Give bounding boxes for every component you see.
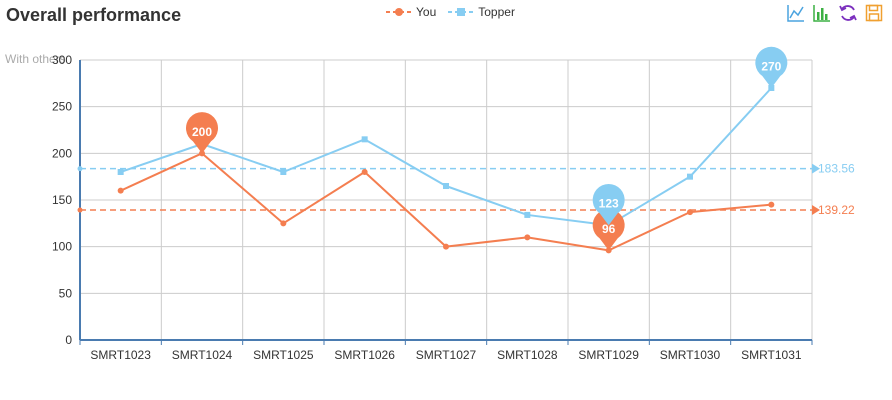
chart-title: Overall performance [6,5,182,25]
x-tick-label: SMRT1024 [172,348,233,362]
x-tick-label: SMRT1030 [660,348,721,362]
bar-chart-icon[interactable] [812,3,832,23]
legend-label-topper: Topper [478,5,515,19]
max-pin-you: 200 [185,112,218,154]
data-point-topper [280,169,287,175]
data-point-you [443,243,449,250]
data-point-topper [687,173,693,180]
data-point-you [361,169,368,175]
average-label-topper: 183.56 [818,162,855,176]
x-tick-label: SMRT1031 [741,348,802,362]
legend-item-you[interactable]: You [386,5,436,19]
x-tick-label: SMRT1027 [416,348,477,362]
x-tick-label: SMRT1025 [253,348,314,362]
data-point-topper [361,136,368,143]
data-point-topper [443,183,449,189]
min-pin-you-label: 96 [602,222,616,236]
min-pin-topper-shape [592,183,625,226]
restore-icon[interactable] [838,3,858,23]
chart-subtitle: With others [5,52,66,66]
data-point-topper [117,169,124,175]
legend-topper-symbol-icon [448,8,475,16]
data-point-you [768,201,775,208]
y-tick-label: 100 [52,240,72,254]
line-chart-icon[interactable] [786,3,806,23]
min-pin-topper-label: 123 [599,197,619,211]
series-line-you [120,152,772,252]
max-pin-you-shape [185,112,218,154]
data-point-topper [524,211,531,218]
y-tick-label: 150 [52,193,72,207]
max-pin-topper-shape [755,46,788,88]
max-pin-topper-label: 270 [761,60,781,74]
legend-you-symbol-icon [386,8,412,16]
average-arrow-you [812,205,820,216]
legend: You Topper [386,5,515,19]
toolbox [786,3,884,23]
min-pin-you: 96 [592,209,625,251]
average-arrow-topper [812,163,820,174]
data-point-you [687,209,693,216]
legend-label-you: You [416,5,437,19]
x-tick-label: SMRT1029 [578,348,639,362]
max-pin-you-label: 200 [192,125,212,139]
max-pin-topper: 270 [755,46,788,88]
data-point-you [117,187,124,194]
x-tick-label: SMRT1023 [90,348,151,362]
y-tick-label: 300 [52,53,72,67]
save-image-icon[interactable] [864,3,884,23]
y-tick-label: 250 [52,100,72,114]
x-tick-label: SMRT1026 [334,348,395,362]
min-pin-topper: 123 [592,183,625,226]
data-point-you [280,220,287,227]
min-pin-you-shape [592,209,625,251]
data-point-you [524,234,531,241]
series-line-topper [120,87,773,227]
y-tick-label: 50 [59,286,73,300]
y-tick-label: 200 [52,146,72,160]
x-tick-label: SMRT1028 [497,348,558,362]
average-label-you: 139.22 [818,203,855,217]
legend-item-topper[interactable]: Topper [448,5,515,19]
y-tick-label: 0 [65,333,72,347]
